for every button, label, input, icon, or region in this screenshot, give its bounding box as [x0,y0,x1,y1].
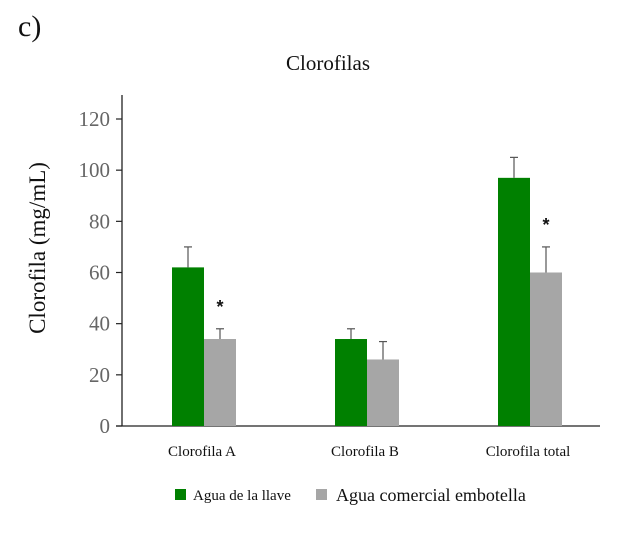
y-tick-label: 40 [89,312,110,336]
significance-marker: * [216,297,223,317]
y-tick-label: 20 [89,363,110,387]
y-tick-label: 120 [79,107,111,131]
legend-swatch-tap-water [175,489,186,500]
y-axis-label: Clorofila (mg/mL) [25,162,50,334]
legend: Agua de la llave Agua comercial embotella [175,485,526,505]
y-tick-label: 60 [89,261,110,285]
legend-label-bottled-water: Agua comercial embotella [336,485,526,505]
category-label: Clorofila B [331,444,399,460]
y-tick-label: 80 [89,209,110,233]
legend-label-tap-water: Agua de la llave [193,488,291,504]
bar-tap-water [172,267,204,426]
y-tick-label: 0 [100,414,111,438]
category-label: Clorofila total [486,444,571,460]
category-label: Clorofila A [168,444,236,460]
y-tick-label: 100 [79,158,111,182]
bars: Clorofila A Clorofila B Clorofila total * * [168,156,571,460]
chart-title: Clorofilas [286,51,370,75]
bar-tap-water [335,339,367,426]
panel-label: c) [18,10,42,43]
bar-bottled-water [530,272,562,426]
significance-marker: * [542,215,549,235]
bar-bottled-water [367,359,399,426]
bar-bottled-water [204,339,236,426]
bar-tap-water [498,177,530,426]
legend-swatch-bottled-water [316,489,327,500]
